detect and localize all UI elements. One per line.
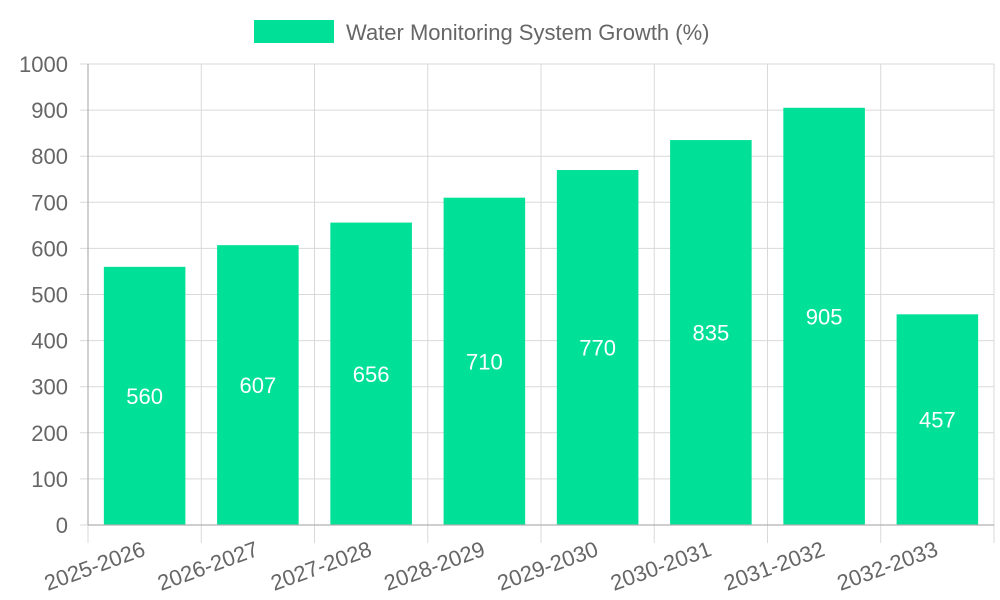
bar[interactable] <box>670 140 752 525</box>
y-tick-label: 400 <box>31 329 68 354</box>
x-tick-label: 2030-2031 <box>607 536 714 595</box>
y-tick-label: 900 <box>31 98 68 123</box>
axes <box>87 64 994 526</box>
x-tick-label: 2031-2032 <box>720 536 827 595</box>
bar-value-label: 656 <box>353 362 390 387</box>
bar[interactable] <box>896 314 979 525</box>
y-tick-label: 700 <box>31 190 68 215</box>
x-tick-label: 2029-2030 <box>494 536 601 595</box>
bar-value-label: 770 <box>579 336 616 361</box>
bar-value-label: 710 <box>466 349 503 374</box>
bar[interactable] <box>783 107 865 526</box>
x-tick-label: 2027-2028 <box>267 536 374 595</box>
y-tick-label: 600 <box>31 236 68 261</box>
y-tick-label: 500 <box>31 283 68 308</box>
x-tick-label: 2032-2033 <box>834 536 941 595</box>
legend[interactable]: Water Monitoring System Growth (%) <box>254 20 710 45</box>
bar[interactable] <box>330 222 412 526</box>
bar-value-label: 905 <box>806 304 843 329</box>
bar-value-label: 835 <box>693 321 730 346</box>
bar[interactable] <box>103 266 186 525</box>
y-tick-label: 300 <box>31 375 68 400</box>
bar[interactable] <box>443 197 526 525</box>
y-tick-label: 0 <box>56 513 68 538</box>
bar[interactable] <box>217 245 299 525</box>
bar-data-labels: 560 607 656 710 770 835 905 457 <box>126 304 955 432</box>
y-tick-label: 800 <box>31 144 68 169</box>
x-tick-label: 2025-2026 <box>41 536 148 595</box>
bars <box>103 107 979 526</box>
y-tick-label: 200 <box>31 421 68 446</box>
bar[interactable] <box>556 170 639 525</box>
bar-value-label: 560 <box>126 384 163 409</box>
bar-value-label: 457 <box>919 408 956 433</box>
y-tick-label: 1000 <box>19 52 68 77</box>
x-tick-label: 2028-2029 <box>381 536 488 595</box>
y-tick-label: 100 <box>31 467 68 492</box>
y-axis-ticks: 0 100 200 300 400 500 600 700 800 900 1000 <box>19 52 68 538</box>
bar-value-label: 607 <box>240 373 277 398</box>
legend-swatch <box>254 20 334 43</box>
legend-label: Water Monitoring System Growth (%) <box>346 20 710 45</box>
x-tick-label: 2026-2027 <box>154 536 261 595</box>
x-axis-ticks: 2025-2026 2026-2027 2027-2028 2028-2029 2029… <box>41 536 941 595</box>
